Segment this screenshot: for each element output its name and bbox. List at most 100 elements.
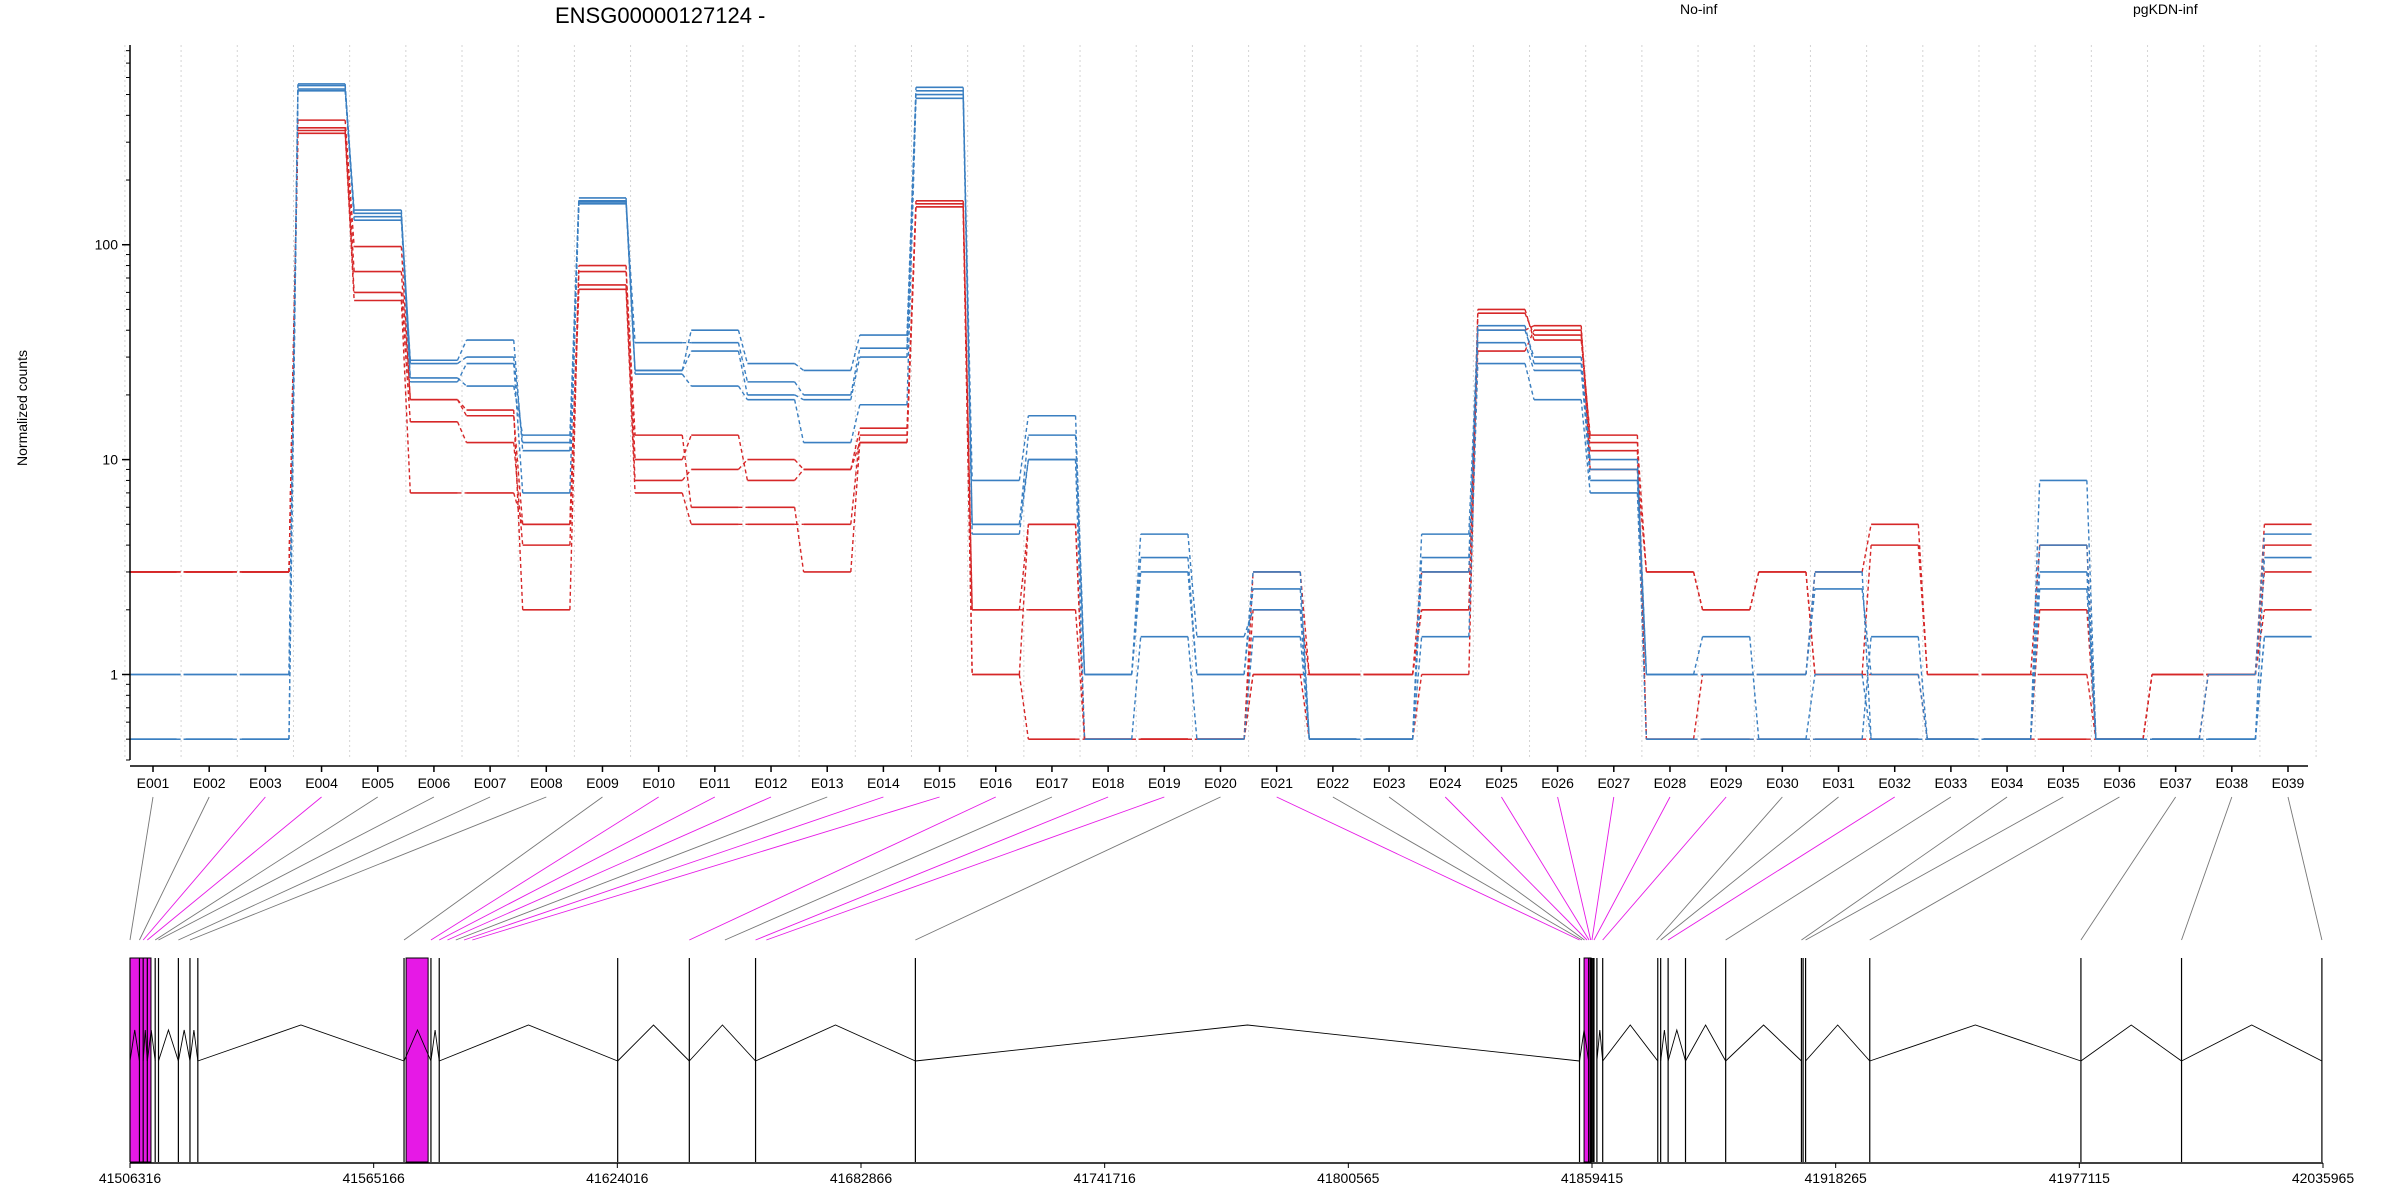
y-axis-label: Normalized counts	[14, 350, 30, 466]
intron-chevron	[1602, 1024, 1659, 1062]
series-connector	[456, 363, 468, 383]
series-connector	[1917, 636, 1928, 740]
exon-mapping-line	[1593, 796, 1671, 941]
chart-text: ENSG00000127124 - No-inf pgKDN-inf Norma…	[14, 1, 2354, 1186]
x-tick-label: E009	[586, 775, 619, 791]
series-connector	[1861, 674, 1872, 740]
exon-mapping-line	[129, 796, 154, 941]
series-connector	[794, 362, 805, 371]
genomic-tick-label: 41741716	[1074, 1170, 1137, 1186]
intron-chevron	[129, 1029, 140, 1062]
series-connector	[1861, 545, 1872, 675]
series-connector	[737, 330, 749, 364]
exon-mapping-line	[1667, 796, 1895, 941]
series-connector	[1580, 399, 1591, 493]
series-connector	[2142, 674, 2153, 740]
exon-mapping-line	[2287, 796, 2323, 941]
exon-block-highlight	[1583, 957, 1592, 1163]
series-connector	[1018, 459, 1030, 525]
x-tick-label: E030	[1766, 775, 1799, 791]
x-tick-label: E039	[2272, 775, 2305, 791]
x-tick-label: E011	[699, 775, 731, 791]
series-0	[129, 132, 2312, 740]
series-connector	[625, 203, 636, 375]
intron-chevron	[1660, 1029, 1669, 1062]
series-connector	[737, 434, 749, 481]
exon-mapping-line	[1801, 796, 2008, 941]
series-connector	[737, 385, 749, 401]
series-connector	[288, 90, 299, 740]
intron-chevron	[2181, 1024, 2323, 1062]
series-connector	[850, 428, 861, 470]
series-connector	[1411, 636, 1423, 740]
series-connector	[344, 90, 355, 221]
series-connector	[906, 206, 917, 443]
series-connector	[681, 492, 692, 525]
x-tick-label: E012	[755, 775, 788, 791]
series-connector	[1524, 363, 1535, 400]
series-connector	[456, 399, 468, 417]
series-connector	[1524, 330, 1535, 358]
vertical-gridlines	[124, 45, 2317, 760]
genomic-tick-label: 41506316	[99, 1170, 162, 1186]
series-connector	[1074, 524, 1086, 740]
intron-chevron	[1869, 1024, 2082, 1062]
x-tick-label: E028	[1654, 775, 1687, 791]
series-connector	[1805, 588, 1816, 675]
y-tick-label: 10	[102, 452, 118, 468]
intron-chevron	[1805, 1024, 1871, 1062]
series-connector	[2029, 545, 2041, 740]
exon-mapping-line	[724, 796, 1053, 941]
exon-mapping-line	[1332, 796, 1583, 941]
series-connector	[681, 468, 692, 481]
exon-mapping-line	[755, 796, 1109, 941]
series-connector	[344, 127, 355, 272]
x-tick-label: E038	[2215, 775, 2248, 791]
intron-chevron	[189, 1029, 199, 1062]
series-connector	[288, 120, 299, 572]
series-connector	[794, 459, 805, 470]
exon-mapping-line	[147, 796, 322, 941]
series-connector	[2198, 674, 2209, 740]
genomic-tick-label: 41682866	[830, 1170, 893, 1186]
exon-mapping-line	[463, 796, 884, 941]
genomic-tick-label: 41800565	[1317, 1170, 1380, 1186]
exon-mapping-line	[2181, 796, 2233, 941]
series-connector	[400, 216, 412, 361]
series-connector	[850, 356, 861, 400]
x-tick-label: E010	[642, 775, 675, 791]
series-connector	[850, 435, 861, 525]
series-connector	[962, 98, 973, 535]
series-connector	[1805, 674, 1816, 740]
intron-chevron	[197, 1024, 405, 1062]
series-connector	[2254, 534, 2266, 675]
series-connector	[1524, 325, 1535, 331]
series-7	[129, 90, 2312, 740]
x-tick-label: E018	[1092, 775, 1125, 791]
exon-mapping-line	[139, 796, 210, 941]
exon-mapping-lines	[129, 796, 2323, 941]
exon-mapping-line	[1444, 796, 1588, 941]
exon-mapping-line	[1725, 796, 1952, 941]
series-3	[129, 119, 2312, 740]
series-connector	[625, 265, 636, 460]
series-connector	[1243, 609, 1254, 637]
intron-chevron	[1667, 1028, 1686, 1062]
series-connector	[569, 271, 580, 525]
series-connector	[1299, 636, 1310, 740]
series-connector	[625, 289, 636, 493]
series-connector	[1074, 415, 1086, 675]
x-tick-label: E003	[249, 775, 282, 791]
series-connector	[513, 363, 524, 493]
intron-chevron	[2080, 1024, 2182, 1062]
axes	[122, 45, 2308, 772]
legend-pgkdn-inf: pgKDN-inf	[2133, 1, 2198, 17]
series-connector	[1411, 534, 1423, 740]
exon-mapping-line	[1602, 796, 1727, 941]
exon-mapping-line	[1388, 796, 1585, 941]
genomic-tick-label: 41977115	[2049, 1170, 2110, 1186]
series-connector	[1636, 492, 1648, 740]
exon-mapping-line	[1501, 796, 1590, 941]
gene-model	[129, 957, 2324, 1168]
series-connector	[1524, 342, 1535, 371]
